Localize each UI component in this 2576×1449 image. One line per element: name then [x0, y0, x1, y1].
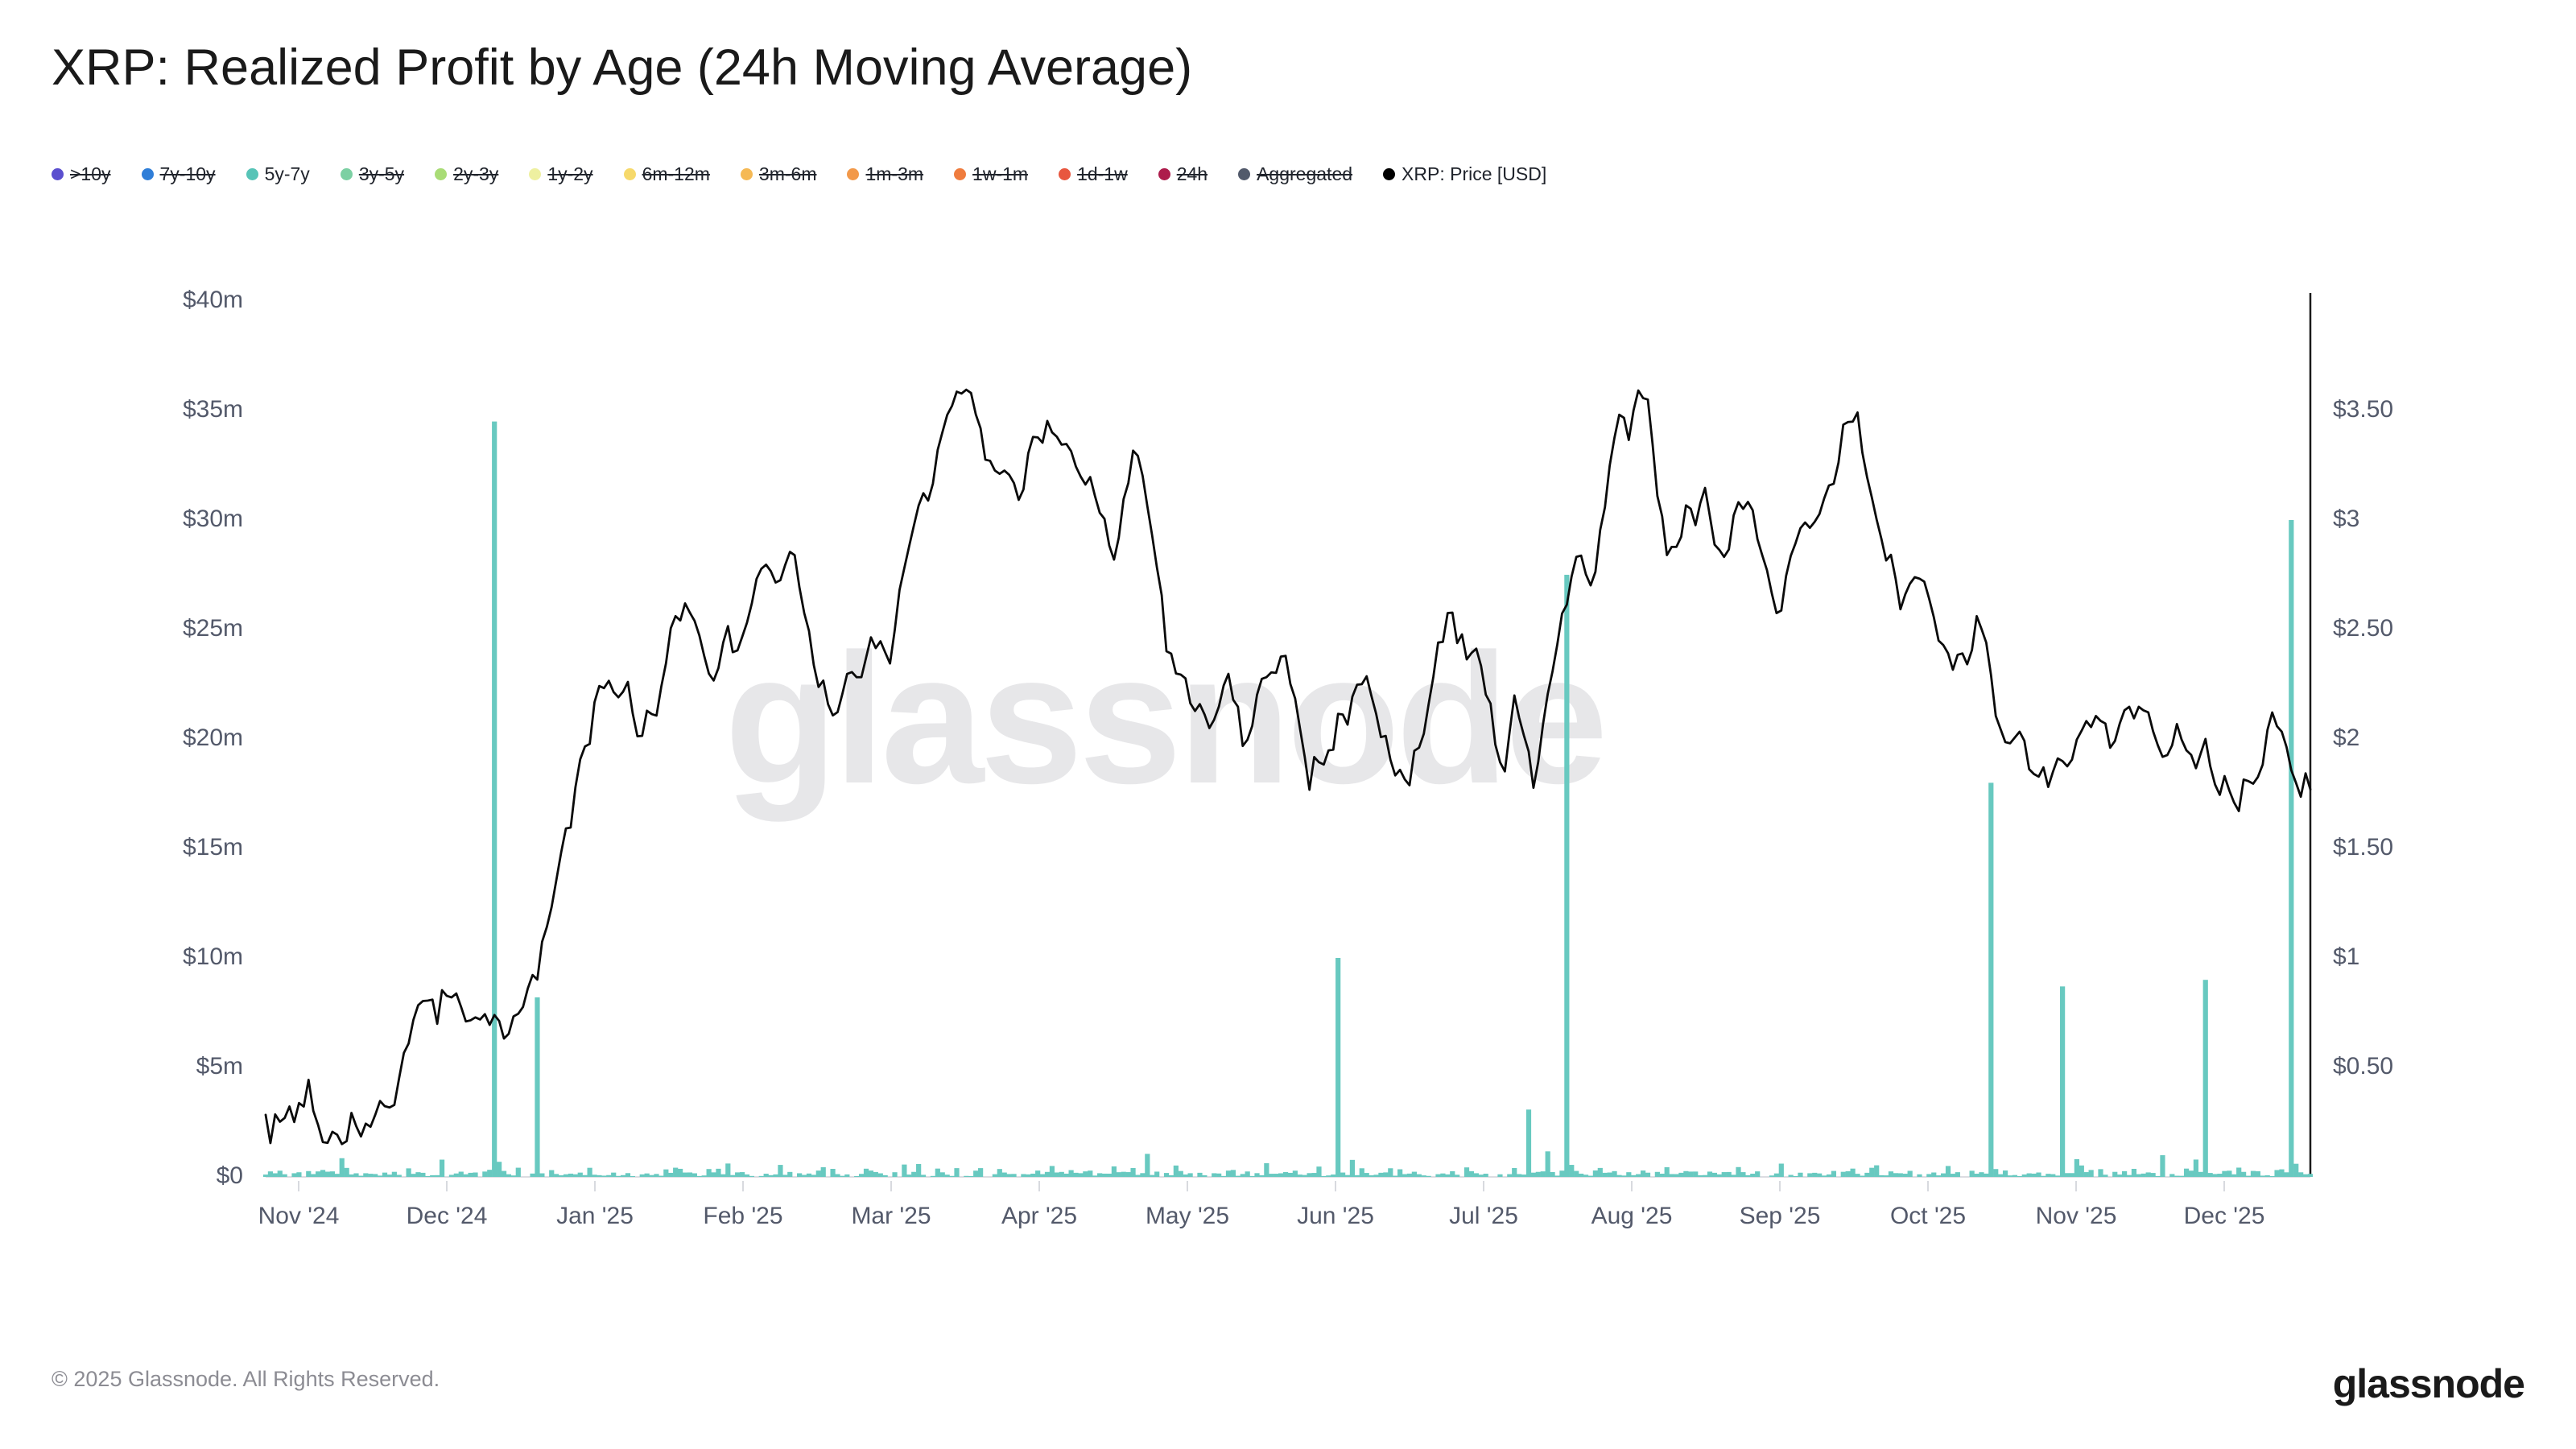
svg-text:$25m: $25m — [183, 615, 243, 642]
svg-text:Jul '25: Jul '25 — [1449, 1203, 1518, 1229]
svg-text:Jan '25: Jan '25 — [556, 1203, 634, 1229]
svg-text:$10m: $10m — [183, 943, 243, 970]
svg-text:$2: $2 — [2333, 724, 2359, 751]
svg-text:$35m: $35m — [183, 396, 243, 423]
svg-text:$0: $0 — [217, 1162, 243, 1189]
svg-text:Oct '25: Oct '25 — [1890, 1203, 1966, 1229]
svg-text:$1.50: $1.50 — [2333, 834, 2393, 861]
svg-text:Apr '25: Apr '25 — [1001, 1203, 1077, 1229]
svg-text:$3: $3 — [2333, 506, 2359, 532]
svg-text:Mar '25: Mar '25 — [851, 1203, 931, 1229]
svg-text:$15m: $15m — [183, 834, 243, 861]
svg-text:Sep '25: Sep '25 — [1740, 1203, 1821, 1229]
svg-text:Aug '25: Aug '25 — [1591, 1203, 1673, 1229]
svg-text:$1: $1 — [2333, 943, 2359, 970]
svg-text:May '25: May '25 — [1146, 1203, 1229, 1229]
svg-text:$2.50: $2.50 — [2333, 615, 2393, 642]
svg-text:$20m: $20m — [183, 724, 243, 751]
svg-text:Jun '25: Jun '25 — [1297, 1203, 1374, 1229]
svg-text:Dec '25: Dec '25 — [2184, 1203, 2265, 1229]
svg-text:$30m: $30m — [183, 506, 243, 532]
svg-text:$40m: $40m — [183, 287, 243, 313]
svg-text:$5m: $5m — [196, 1053, 243, 1080]
svg-text:Dec '24: Dec '24 — [407, 1203, 488, 1229]
svg-text:$0.50: $0.50 — [2333, 1053, 2393, 1080]
svg-text:$3.50: $3.50 — [2333, 396, 2393, 423]
svg-text:Nov '24: Nov '24 — [258, 1203, 340, 1229]
svg-text:Nov '25: Nov '25 — [2036, 1203, 2117, 1229]
svg-text:Feb '25: Feb '25 — [703, 1203, 782, 1229]
